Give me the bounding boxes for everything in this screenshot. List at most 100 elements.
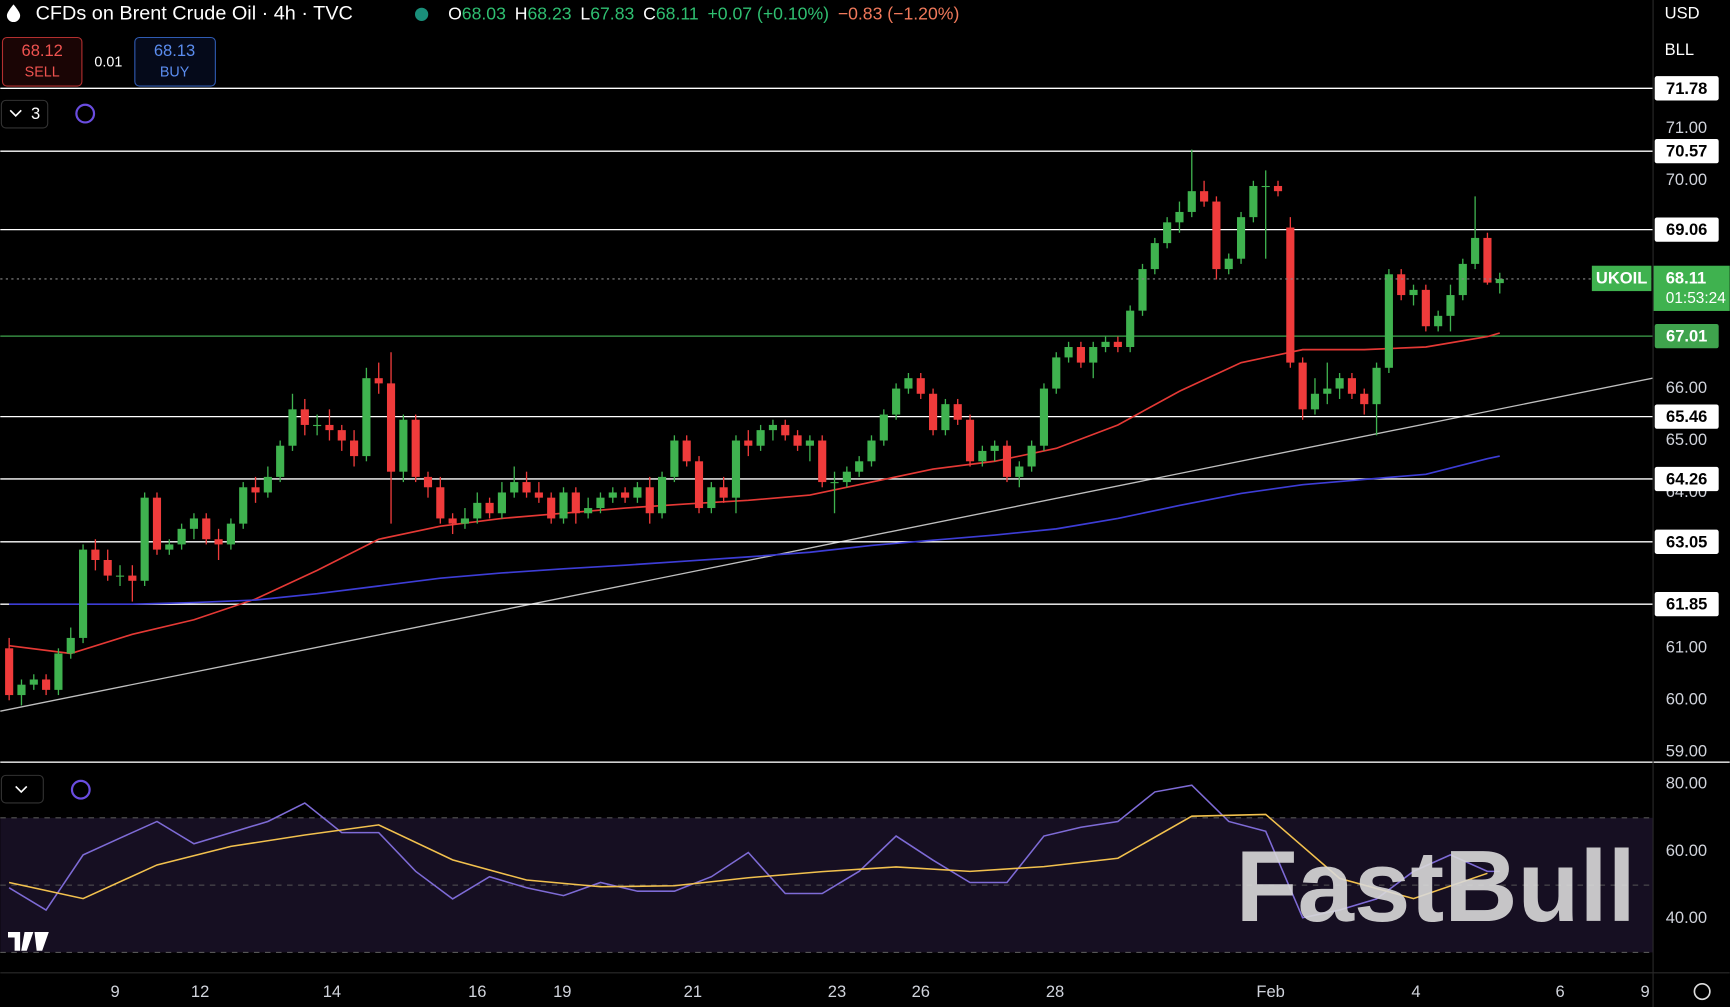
candle-body xyxy=(682,440,691,462)
level-label: 67.01 xyxy=(1666,327,1707,346)
spread: 0.01 xyxy=(94,55,122,71)
candle xyxy=(79,544,88,644)
candle xyxy=(1434,310,1443,332)
candle xyxy=(633,482,642,503)
candle-body xyxy=(547,497,556,519)
candle xyxy=(1236,211,1246,264)
candle-body xyxy=(1273,185,1283,192)
candle xyxy=(497,482,506,519)
candle xyxy=(1335,372,1344,399)
rsi-line xyxy=(8,813,1488,900)
candle-body xyxy=(152,497,162,550)
ohlc-value: 68.03 xyxy=(462,3,506,23)
candle xyxy=(313,414,322,436)
candle xyxy=(1347,372,1356,399)
level-label-box xyxy=(1654,529,1719,554)
candle xyxy=(1249,180,1258,223)
level-label: 69.06 xyxy=(1666,220,1707,239)
candle xyxy=(657,471,667,519)
sync-icon[interactable] xyxy=(70,779,91,800)
sync-icon[interactable] xyxy=(75,103,96,124)
y-tick-label: 60.00 xyxy=(1666,690,1707,709)
axes: 71.0070.0066.0065.0064.0061.0060.0059.00… xyxy=(110,76,1730,1001)
indicator-count[interactable]: 3 xyxy=(31,104,40,123)
level-label: 70.57 xyxy=(1666,142,1707,161)
candle xyxy=(140,492,149,586)
candle-body xyxy=(522,482,531,493)
sell-price[interactable]: 68.12 xyxy=(22,41,63,60)
candle-body xyxy=(1347,378,1356,394)
candle xyxy=(608,487,617,503)
candle-body xyxy=(929,393,938,431)
candle-body xyxy=(879,414,888,441)
candle-body xyxy=(1015,466,1024,477)
sell-box[interactable] xyxy=(1,36,83,87)
candle xyxy=(300,398,309,436)
level-label-box xyxy=(1654,466,1719,492)
level-label: 71.78 xyxy=(1666,79,1707,98)
candle xyxy=(559,487,568,524)
sell-button[interactable]: 68.12 SELL xyxy=(1,36,83,87)
candle-body xyxy=(990,445,999,451)
buy-box[interactable] xyxy=(134,36,216,87)
tv-logo xyxy=(8,931,49,951)
toggle-box[interactable] xyxy=(0,99,49,129)
indicators-toggle[interactable]: 3 xyxy=(0,99,49,129)
candle xyxy=(66,627,75,659)
candle-body xyxy=(756,430,765,446)
ohlc-legend: O68.03 H68.23 L67.83 C68.11 +0.07 (+0.10%) −0… xyxy=(448,3,959,23)
rsi-toggle[interactable] xyxy=(0,774,44,804)
level-label-box xyxy=(1654,217,1719,242)
candle-body xyxy=(128,575,137,581)
candle xyxy=(855,456,864,477)
candle-body xyxy=(793,435,802,446)
candle xyxy=(953,398,962,425)
sell-label[interactable]: SELL xyxy=(25,65,60,81)
buy-label[interactable]: BUY xyxy=(160,65,190,81)
rsi-pane xyxy=(0,784,1653,953)
candle xyxy=(584,497,593,519)
candle xyxy=(1212,196,1221,280)
buy-price[interactable]: 68.13 xyxy=(154,41,195,60)
buy-button[interactable]: 68.13 BUY xyxy=(134,36,216,87)
sync-circle[interactable] xyxy=(75,103,96,124)
sync-circle[interactable] xyxy=(70,779,91,800)
candle xyxy=(251,476,260,503)
candle xyxy=(152,492,162,555)
candle-body xyxy=(1409,289,1418,296)
ohlc-key: L xyxy=(580,3,590,23)
candle-body xyxy=(731,440,741,498)
candle xyxy=(547,492,556,524)
candle-body xyxy=(79,549,88,638)
toggle-box[interactable] xyxy=(0,774,44,804)
x-tick-label: Feb xyxy=(1256,982,1284,1001)
candle-body xyxy=(1384,274,1393,368)
candle-body xyxy=(1236,217,1246,259)
candle-body xyxy=(1027,445,1036,467)
candle xyxy=(399,414,408,483)
candle xyxy=(830,471,839,514)
chevron[interactable] xyxy=(15,785,28,794)
candle-body xyxy=(657,476,667,514)
level-label: 64.26 xyxy=(1666,469,1707,488)
change: +0.07 (+0.10%) xyxy=(708,3,830,23)
candle xyxy=(1261,170,1270,259)
price-pane xyxy=(0,87,1653,712)
chevron[interactable] xyxy=(9,109,22,117)
change-day: −0.83 (−1.20%) xyxy=(838,3,959,23)
candle xyxy=(1298,357,1307,420)
candle xyxy=(596,492,605,514)
candle xyxy=(805,435,814,462)
candle-body xyxy=(818,440,827,483)
candle xyxy=(1175,201,1184,233)
candle xyxy=(91,539,100,571)
candle xyxy=(1052,352,1061,394)
candle-body xyxy=(855,461,864,472)
candle-body xyxy=(867,440,876,462)
candle xyxy=(1310,378,1320,415)
candle xyxy=(17,679,26,706)
candle-body xyxy=(399,419,408,472)
settings-icon[interactable] xyxy=(1693,983,1711,1001)
candle xyxy=(29,674,38,690)
candle xyxy=(386,352,396,524)
